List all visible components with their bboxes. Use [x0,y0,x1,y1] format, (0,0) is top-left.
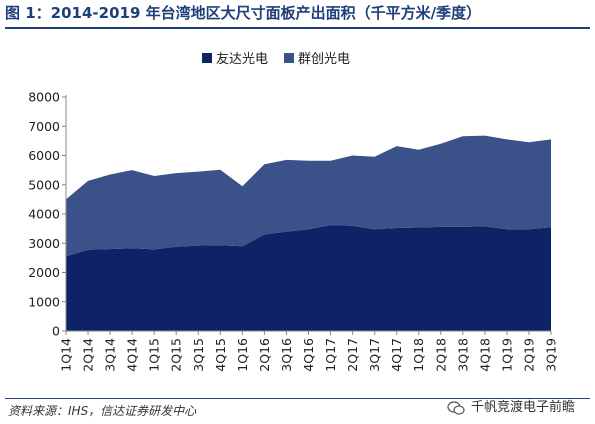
x-tick-label: 1Q17 [323,338,338,372]
legend-swatch [202,53,212,63]
bottom-rule [5,398,590,399]
y-tick-label: 4000 [28,207,60,222]
area-series-1 [66,225,551,331]
x-tick-label: 2Q19 [521,338,536,372]
x-tick-label: 4Q16 [301,338,316,372]
legend-label: 群创光电 [298,52,350,67]
source-note: 资料来源：IHS，信达证券研发中心 [8,404,197,418]
y-tick-label: 2000 [28,265,60,280]
legend-swatch [284,53,294,63]
x-tick-label: 3Q18 [455,338,470,372]
wechat-icon [447,401,465,415]
x-tick-label: 4Q15 [213,338,228,372]
chart-legend: 友达光电 群创光电 [202,51,350,67]
x-tick-label: 2Q15 [169,338,184,372]
y-tick-label: 0 [52,324,60,339]
y-tick-label: 7000 [28,119,60,134]
x-tick-label: 3Q14 [103,338,118,372]
watermark-text: 千帆竞渡电子前瞻 [470,400,575,415]
x-tick-label: 4Q14 [125,338,140,372]
x-tick-label: 2Q16 [257,338,272,372]
y-tick-label: 3000 [28,236,60,251]
x-tick-label: 1Q18 [411,338,426,372]
chart-areas [66,135,551,331]
y-tick-label: 6000 [28,148,60,163]
legend-label: 友达光电 [216,51,268,67]
title-rule [5,27,590,29]
x-tick-label: 4Q18 [477,338,492,372]
y-tick-label: 5000 [28,177,60,192]
x-tick-label: 2Q18 [433,338,448,372]
chart-axes: 0 1000 2000 3000 4000 5000 6000 7000 8000 1Q14 2Q1… [28,90,558,372]
figure-title: 图 1：2014-2019 年台湾地区大尺寸面板产出面积（千平方米/季度） [5,4,482,22]
x-tick-label: 2Q14 [81,338,96,372]
x-tick-label: 4Q17 [389,338,404,372]
x-tick-label: 3Q16 [279,338,294,372]
x-tick-label: 1Q14 [59,338,74,372]
x-tick-label: 1Q15 [147,338,162,372]
x-tick-label: 3Q17 [367,338,382,372]
x-tick-label: 1Q19 [499,338,514,372]
x-tick-label: 3Q19 [544,338,559,372]
x-tick-label: 1Q16 [235,338,250,372]
y-tick-label: 8000 [28,90,60,105]
watermark: 千帆竞渡电子前瞻 [447,395,575,421]
x-tick-label: 3Q15 [191,338,206,372]
x-tick-label: 2Q17 [345,338,360,372]
y-tick-label: 1000 [28,294,60,309]
area-series-2 [66,135,551,257]
